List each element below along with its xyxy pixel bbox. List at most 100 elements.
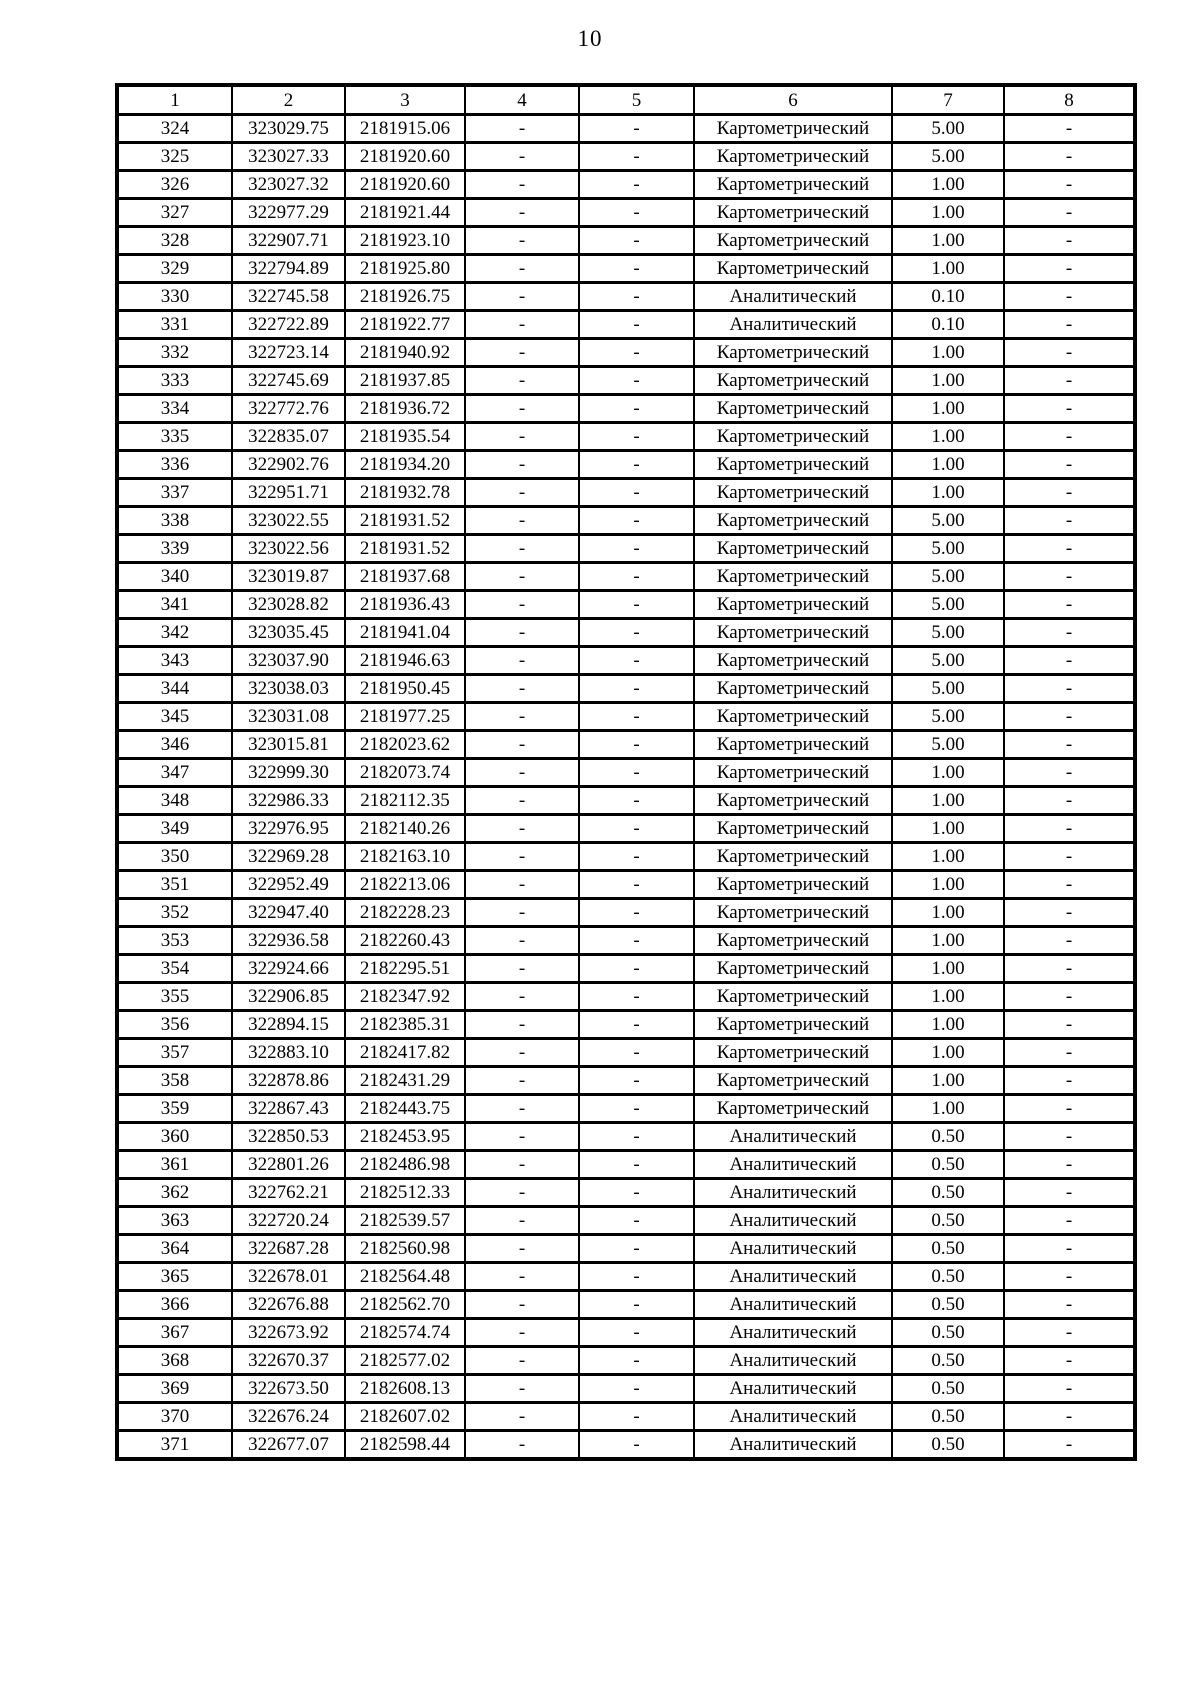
- table-cell: 358: [116, 1065, 233, 1096]
- table-cell: 0.50: [891, 1289, 1005, 1320]
- table-cell: Картометрический: [693, 449, 893, 480]
- table-cell: 2182443.75: [344, 1093, 466, 1124]
- table-cell: 322794.89: [231, 253, 346, 284]
- table-cell: 322676.24: [231, 1401, 346, 1432]
- table-row: 338 323022.55 2181931.52- - Картометрический…: [116, 505, 1136, 536]
- table-row: 328 322907.71 2181923.10- - Картометрический…: [116, 225, 1136, 256]
- table-cell: 1.00: [891, 225, 1005, 256]
- table-cell: -: [1003, 841, 1136, 872]
- table-cell: 2182598.44: [344, 1429, 466, 1461]
- table-cell: -: [578, 589, 695, 620]
- table-cell: -: [464, 1149, 580, 1180]
- table-cell: -: [1003, 561, 1136, 592]
- table-cell: -: [578, 981, 695, 1012]
- table-cell: 2182564.48: [344, 1261, 466, 1292]
- table-cell: -: [578, 309, 695, 340]
- table-row: 346 323015.81 2182023.62- - Картометрический…: [116, 729, 1136, 760]
- table-cell: -: [464, 1205, 580, 1236]
- table-cell: 362: [116, 1177, 233, 1208]
- table-cell: Аналитический: [693, 1205, 893, 1236]
- table-cell: Картометрический: [693, 953, 893, 984]
- table-cell: -: [464, 645, 580, 676]
- table-cell: 0.50: [891, 1233, 1005, 1264]
- table-cell: 2181915.06: [344, 113, 466, 144]
- table-cell: 1.00: [891, 393, 1005, 424]
- table-cell: 2182539.57: [344, 1205, 466, 1236]
- table-cell: Картометрический: [693, 1037, 893, 1068]
- table-cell: 322986.33: [231, 785, 346, 816]
- table-cell: 344: [116, 673, 233, 704]
- table-cell: 356: [116, 1009, 233, 1040]
- table-cell: 2182347.92: [344, 981, 466, 1012]
- table-cell: -: [464, 197, 580, 228]
- table-cell: -: [578, 337, 695, 368]
- table-cell: 2182560.98: [344, 1233, 466, 1264]
- table-cell: -: [578, 141, 695, 172]
- table-cell: -: [578, 701, 695, 732]
- table-row: 369 322673.50 2182608.13- - Аналитический 0.5…: [116, 1373, 1136, 1404]
- table-cell: -: [1003, 645, 1136, 676]
- table-row: 360 322850.53 2182453.95- - Аналитический 0.5…: [116, 1121, 1136, 1152]
- table-cell: Картометрический: [693, 169, 893, 200]
- table-cell: 0.10: [891, 309, 1005, 340]
- table-cell: 323027.32: [231, 169, 346, 200]
- table-cell: -: [578, 1065, 695, 1096]
- table-cell: 322676.88: [231, 1289, 346, 1320]
- table-cell: 347: [116, 757, 233, 788]
- column-header: 8: [1003, 83, 1136, 116]
- table-cell: 340: [116, 561, 233, 592]
- table-cell: -: [578, 617, 695, 648]
- table-cell: -: [578, 169, 695, 200]
- table-cell: 322883.10: [231, 1037, 346, 1068]
- table-cell: 322722.89: [231, 309, 346, 340]
- table-cell: -: [464, 1009, 580, 1040]
- table-row: 337 322951.71 2181932.78- - Картометрический…: [116, 477, 1136, 508]
- table-cell: 323029.75: [231, 113, 346, 144]
- table-cell: -: [578, 1205, 695, 1236]
- table-cell: 2182073.74: [344, 757, 466, 788]
- table-cell: 361: [116, 1149, 233, 1180]
- table-cell: 323028.82: [231, 589, 346, 620]
- table-row: 350 322969.28 2182163.10- - Картометрический…: [116, 841, 1136, 872]
- table-cell: 341: [116, 589, 233, 620]
- table-body: 324 323029.75 2181915.06- - Картометрический…: [116, 113, 1136, 1461]
- table-cell: 2181934.20: [344, 449, 466, 480]
- table-cell: 322947.40: [231, 897, 346, 928]
- table-cell: -: [578, 869, 695, 900]
- table-cell: 2182163.10: [344, 841, 466, 872]
- table-row: 353 322936.58 2182260.43- - Картометрический…: [116, 925, 1136, 956]
- table-cell: -: [464, 1317, 580, 1348]
- table-cell: 1.00: [891, 757, 1005, 788]
- table-cell: -: [1003, 953, 1136, 984]
- table-cell: -: [1003, 197, 1136, 228]
- table-cell: 5.00: [891, 561, 1005, 592]
- table-cell: 0.10: [891, 281, 1005, 312]
- table-cell: -: [1003, 253, 1136, 284]
- table-cell: -: [578, 1429, 695, 1461]
- table-row: 362 322762.21 2182512.33- - Аналитический 0.5…: [116, 1177, 1136, 1208]
- table-cell: 2182260.43: [344, 925, 466, 956]
- table-row: 357 322883.10 2182417.82- - Картометрический…: [116, 1037, 1136, 1068]
- table-row: 344 323038.03 2181950.45- - Картометрический…: [116, 673, 1136, 704]
- table-cell: 2182431.29: [344, 1065, 466, 1096]
- table-cell: -: [1003, 309, 1136, 340]
- table-cell: 0.50: [891, 1177, 1005, 1208]
- table-cell: 343: [116, 645, 233, 676]
- table-cell: 322999.30: [231, 757, 346, 788]
- table-cell: -: [1003, 1065, 1136, 1096]
- table-cell: 322976.95: [231, 813, 346, 844]
- table-cell: -: [578, 393, 695, 424]
- table-cell: -: [1003, 1037, 1136, 1068]
- table-cell: 339: [116, 533, 233, 564]
- table-cell: -: [464, 981, 580, 1012]
- table-cell: 329: [116, 253, 233, 284]
- table-cell: 365: [116, 1261, 233, 1292]
- table-cell: Картометрический: [693, 673, 893, 704]
- table-cell: -: [1003, 281, 1136, 312]
- table-cell: -: [578, 1093, 695, 1124]
- table-cell: 350: [116, 841, 233, 872]
- table-cell: Картометрический: [693, 113, 893, 144]
- table-cell: 338: [116, 505, 233, 536]
- table-cell: 2181946.63: [344, 645, 466, 676]
